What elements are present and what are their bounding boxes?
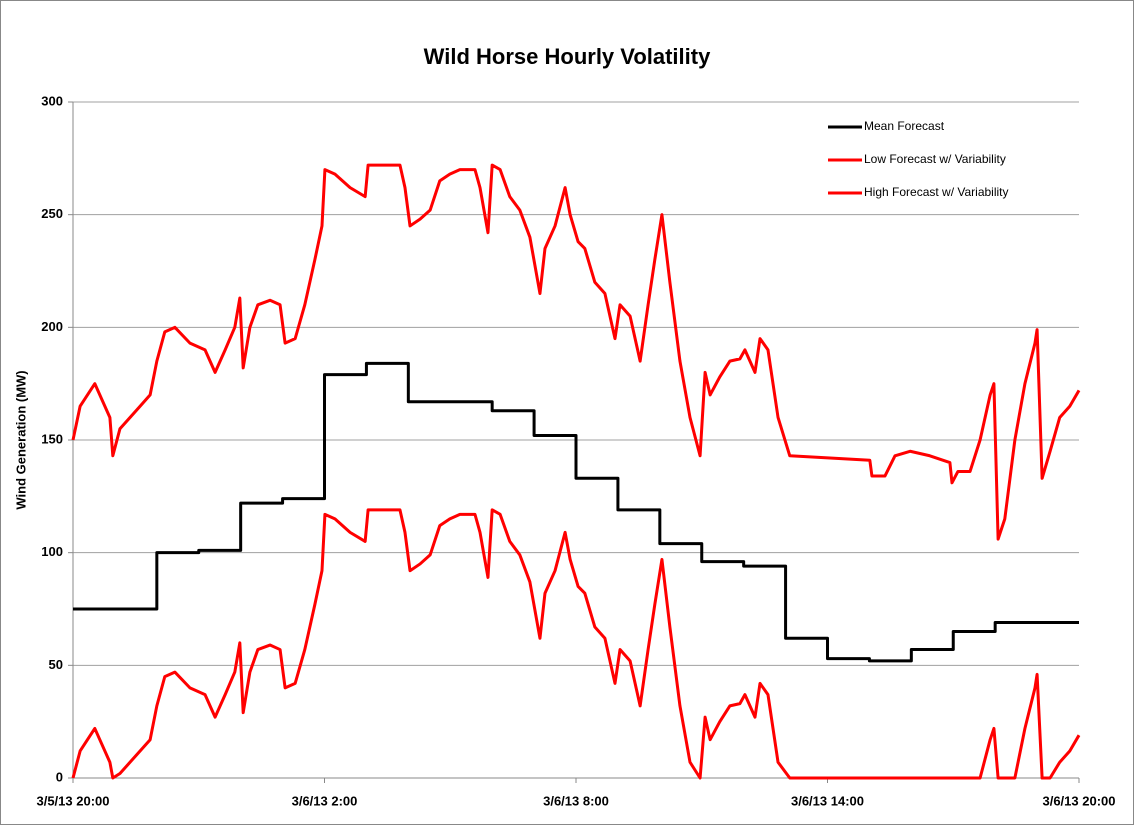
legend-label: Mean Forecast bbox=[864, 119, 945, 133]
x-tick-label: 3/5/13 20:00 bbox=[36, 793, 109, 808]
series-line bbox=[71, 163, 1081, 541]
x-tick-label: 3/6/13 20:00 bbox=[1042, 793, 1115, 808]
chart-title: Wild Horse Hourly Volatility bbox=[424, 44, 711, 69]
series-line bbox=[71, 508, 1081, 780]
y-tick-label: 300 bbox=[41, 93, 63, 108]
y-tick-label: 150 bbox=[41, 431, 63, 446]
y-tick-label: 200 bbox=[41, 319, 63, 334]
x-tick-label: 3/6/13 14:00 bbox=[791, 793, 864, 808]
y-tick-label: 0 bbox=[56, 769, 63, 784]
legend-label: High Forecast w/ Variability bbox=[864, 185, 1009, 199]
y-tick-label: 50 bbox=[49, 657, 63, 672]
y-tick-label: 250 bbox=[41, 206, 63, 221]
legend-label: Low Forecast w/ Variability bbox=[864, 152, 1006, 166]
y-axis-label: Wind Generation (MW) bbox=[13, 370, 28, 509]
y-tick-label: 100 bbox=[41, 544, 63, 559]
series-line bbox=[73, 361, 1079, 663]
x-tick-label: 3/6/13 8:00 bbox=[543, 793, 609, 808]
x-tick-label: 3/6/13 2:00 bbox=[292, 793, 358, 808]
